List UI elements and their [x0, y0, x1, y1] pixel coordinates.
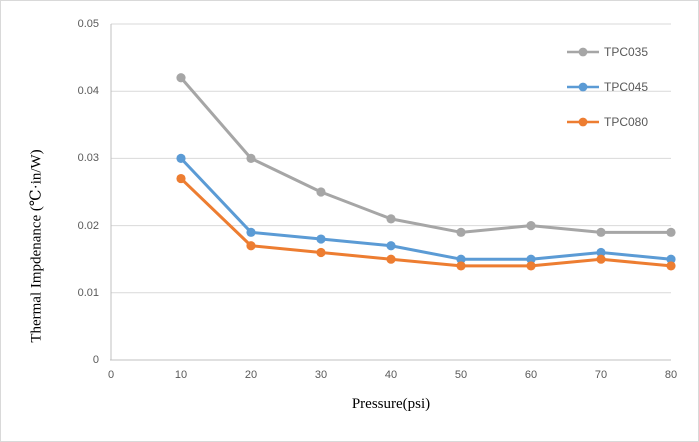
series-marker-TPC045 — [176, 153, 186, 163]
series-marker-TPC080 — [666, 261, 676, 271]
series-marker-TPC045 — [666, 254, 676, 264]
series-marker-TPC035 — [666, 227, 676, 237]
y-tick-label: 0.04 — [77, 85, 99, 98]
series-marker-TPC045 — [246, 227, 256, 237]
series-marker-TPC045 — [456, 254, 466, 264]
x-tick-label: 70 — [594, 369, 608, 381]
legend-label: TPC035 — [604, 44, 649, 59]
series-marker-TPC035 — [386, 214, 396, 224]
series-marker-TPC035 — [246, 153, 256, 163]
x-tick-label: 10 — [174, 369, 188, 381]
series-marker-TPC035 — [526, 221, 536, 231]
series-marker-TPC045 — [526, 254, 536, 264]
series-marker-TPC080 — [246, 241, 256, 251]
series-marker-TPC080 — [316, 247, 326, 258]
legend-marker-icon — [567, 82, 599, 91]
series-marker-TPC035 — [316, 187, 326, 197]
legend: TPC035 TPC045 TPC080 — [567, 34, 648, 139]
x-tick-label: 40 — [384, 369, 398, 381]
y-axis-title: Thermal Impdenance (℃·in/W) — [28, 149, 45, 343]
series-marker-TPC080 — [176, 173, 186, 184]
series-marker-TPC045 — [596, 247, 606, 258]
y-tick-label: 0.05 — [77, 18, 99, 30]
x-tick-label: 60 — [524, 369, 538, 381]
legend-marker-icon — [567, 47, 599, 56]
x-tick-label: 0 — [107, 369, 115, 381]
series-marker-TPC080 — [386, 254, 396, 264]
x-tick-label: 80 — [664, 369, 678, 381]
series-line-TPC045 — [179, 157, 672, 261]
x-tick-label: 30 — [314, 369, 328, 381]
legend-item-TPC080: TPC080 — [567, 104, 648, 139]
x-axis-title: Pressure(psi) — [351, 396, 431, 412]
x-tick-label: 20 — [244, 369, 258, 381]
legend-item-TPC045: TPC045 — [567, 69, 648, 104]
x-tick-label: 50 — [454, 369, 468, 381]
series-marker-TPC035 — [456, 227, 466, 237]
series-marker-TPC045 — [316, 234, 326, 244]
legend-label: TPC080 — [604, 114, 649, 129]
series-marker-TPC080 — [456, 261, 466, 271]
series-line-TPC035 — [179, 76, 671, 234]
series-marker-TPC035 — [596, 227, 606, 237]
series-marker-TPC045 — [386, 241, 396, 251]
series-line-TPC080 — [179, 177, 672, 268]
legend-marker-icon — [567, 117, 599, 126]
y-tick-label: 0 — [92, 354, 99, 366]
series-marker-TPC080 — [596, 254, 606, 264]
legend-label: TPC045 — [604, 79, 649, 94]
series-marker-TPC035 — [176, 73, 186, 83]
y-tick-label: 0.03 — [77, 152, 99, 165]
series-marker-TPC080 — [526, 261, 536, 271]
y-tick-label: 0.01 — [77, 286, 99, 299]
y-tick-label: 0.02 — [77, 219, 99, 232]
legend-item-TPC035: TPC035 — [567, 34, 648, 69]
